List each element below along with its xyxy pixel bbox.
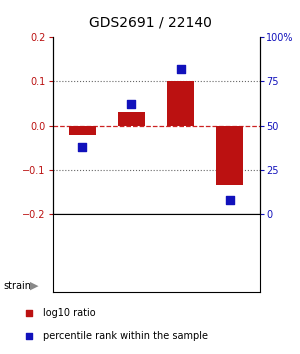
Text: percentile rank within the sample: percentile rank within the sample [43, 331, 208, 341]
Point [26, 310, 31, 315]
Text: GSM175765: GSM175765 [225, 222, 234, 272]
Point [129, 102, 134, 107]
Text: ▶: ▶ [30, 281, 38, 291]
Bar [156, 214, 205, 280]
Text: strain: strain [3, 281, 31, 291]
Text: wild type: wild type [84, 281, 129, 291]
Bar [57, 214, 107, 280]
Text: dominant negative: dominant negative [159, 281, 251, 291]
Text: GDS2691 / 22140: GDS2691 / 22140 [88, 16, 212, 30]
Bar [118, 113, 145, 126]
Point [178, 66, 183, 72]
Bar [107, 214, 156, 280]
Point [80, 144, 85, 150]
Bar [156, 280, 255, 292]
Bar [167, 81, 194, 126]
Bar [205, 214, 255, 280]
Point [26, 333, 31, 339]
Bar [68, 126, 96, 135]
Text: log10 ratio: log10 ratio [43, 308, 95, 318]
Text: GSM176611: GSM176611 [127, 222, 136, 272]
Point [227, 197, 232, 203]
Text: GSM176606: GSM176606 [78, 221, 87, 273]
Bar [216, 126, 244, 185]
Bar [57, 280, 156, 292]
Text: GSM175764: GSM175764 [176, 222, 185, 272]
